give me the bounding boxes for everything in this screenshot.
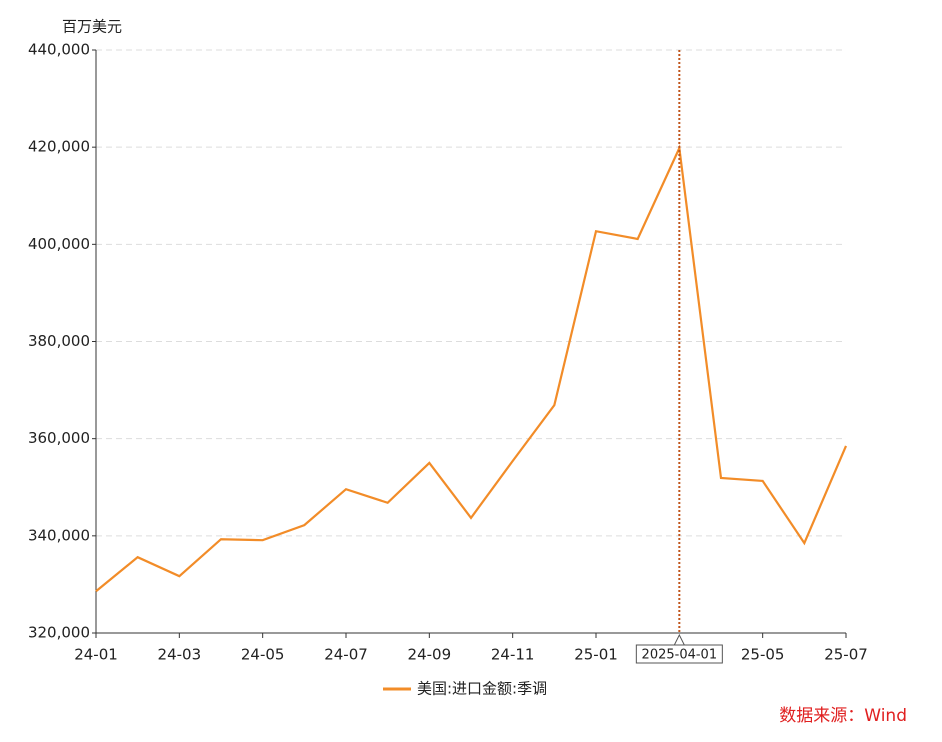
x-tick-label: 24-07 (324, 646, 368, 664)
y-tick-label: 440,000 (28, 41, 90, 59)
y-tick-label: 400,000 (28, 235, 90, 253)
x-tick-label: 24-01 (74, 646, 118, 664)
y-tick-label: 420,000 (28, 138, 90, 156)
y-tick-label: 320,000 (28, 624, 90, 642)
y-tick-label: 380,000 (28, 332, 90, 350)
x-tick-label: 25-01 (574, 646, 618, 664)
y-axis-label: 百万美元 (62, 18, 122, 36)
crosshair-label: 2025-04-01 (642, 648, 718, 663)
source: 数据来源：Wind (779, 706, 907, 726)
x-tick-label: 24-05 (241, 646, 285, 664)
crosshair-box (635, 644, 723, 664)
x-tick-label: 24-09 (408, 646, 452, 664)
x-tick-label: 24-03 (158, 646, 202, 664)
legend-label: 美国:进口金额:季调 (417, 680, 547, 698)
x-tick-label: 25-07 (824, 646, 868, 664)
y-tick-label: 360,000 (28, 429, 90, 447)
x-tick-label: 25-05 (741, 646, 785, 664)
x-tick-label: 24-11 (491, 646, 535, 664)
line (95, 144, 848, 593)
crosshair-pointer (673, 633, 685, 646)
y-tick-label: 340,000 (28, 526, 90, 544)
